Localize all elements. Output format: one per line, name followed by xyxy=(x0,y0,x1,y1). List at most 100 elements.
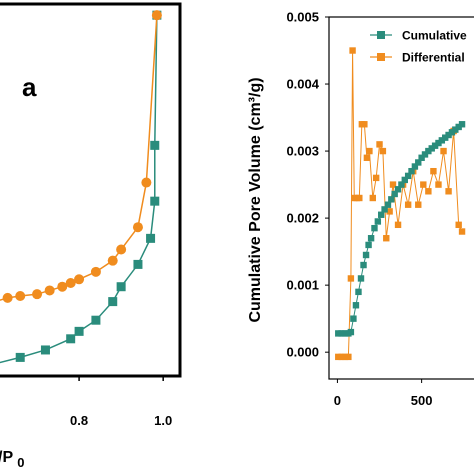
panel-b-cumulative-point xyxy=(384,201,392,208)
panel-b-differential-point xyxy=(372,174,380,182)
panel-a-series-2-point xyxy=(57,281,68,292)
panel-a-series-1-point xyxy=(40,345,50,355)
panel-b-cumulative-point xyxy=(442,134,449,141)
panel-b-x-ticks: 0 500 xyxy=(334,379,433,408)
panel-b-cumulative-point xyxy=(455,123,462,131)
panel-b-cumulative-point xyxy=(421,151,429,158)
panel-b-cumulative-point xyxy=(431,142,439,149)
panel-b-differential-point xyxy=(361,121,368,128)
panel-a-x-axis-title-subscript: 0 xyxy=(17,455,24,470)
panel-b-cumulative-point xyxy=(355,288,362,296)
panel-b-y-tick-label: 0.000 xyxy=(286,345,319,360)
panel-b-differential-point xyxy=(430,167,437,175)
panel-a-series xyxy=(0,10,162,364)
panel-b-y-axis-title: Cumulative Pore Volume (cm³/g) xyxy=(247,77,264,322)
panel-b-y-tick-label: 0.003 xyxy=(286,144,319,159)
panel-b-differential-point xyxy=(335,353,342,361)
panel-b-cumulative-point xyxy=(378,211,385,218)
panel-b-x-tick-label: 500 xyxy=(411,393,433,408)
panel-b-differential-point xyxy=(389,181,397,188)
panel-b-differential-point xyxy=(338,353,345,361)
panel-b-cumulative-point xyxy=(401,176,408,184)
panel-b-differential-point xyxy=(404,201,412,208)
panel-b-differential-point xyxy=(379,147,387,155)
panel-b-y-tick-label: 0.005 xyxy=(286,10,319,25)
panel-b-cumulative-point xyxy=(367,235,375,242)
legend-label-differential: Differential xyxy=(402,51,465,65)
panel-a-series-2-point xyxy=(107,255,118,266)
panel-a-series-1-point xyxy=(133,259,143,269)
legend-swatch-marker xyxy=(377,31,385,39)
legend-swatch-marker xyxy=(377,53,385,61)
panel-a-isotherm: 0.8 1.0 a /P 0 xyxy=(0,2,182,470)
panel-b-cumulative-point xyxy=(362,251,370,259)
panel-b-cumulative-point xyxy=(335,330,342,337)
panel-a-series-1-point xyxy=(91,315,101,325)
panel-b-cumulative-point xyxy=(394,186,402,193)
panel-b-pore-volume: 0.000 0.001 0.002 0.003 0.004 0.005 0 500 Cumu… xyxy=(247,10,474,408)
panel-a-series-1-point xyxy=(66,334,76,344)
panel-a-series-2-point xyxy=(15,291,26,302)
panel-b-y-tick-label: 0.002 xyxy=(286,211,319,226)
panel-b-cumulative-point xyxy=(391,190,398,198)
panel-b-cumulative-point xyxy=(381,206,388,213)
panel-b-differential-point xyxy=(363,154,371,161)
panel-b-differential-point xyxy=(455,221,462,229)
panel-b-differential-point xyxy=(394,221,402,229)
panel-b-y-ticks: 0.000 0.001 0.002 0.003 0.004 0.005 xyxy=(286,10,329,360)
panel-a-series-2-point xyxy=(132,222,143,233)
panel-a-series-2-point xyxy=(116,244,127,255)
panel-b-cumulative-line xyxy=(338,123,463,334)
panel-a-series-1-point xyxy=(116,282,126,292)
panel-b-cumulative-point xyxy=(347,328,355,336)
panel-b-x-tick-label: 0 xyxy=(334,393,341,408)
panel-b-differential-point xyxy=(345,353,352,361)
panel-a-x-axis-title-text: /P xyxy=(0,449,13,466)
panel-a-series-1-point xyxy=(15,352,25,362)
panel-b-differential-point xyxy=(369,194,376,202)
panel-b-cumulative-point xyxy=(445,131,452,139)
legend-label-cumulative: Cumulative xyxy=(402,29,467,43)
panel-b-differential-line xyxy=(338,50,463,358)
panel-b-cumulative-point xyxy=(365,241,372,249)
panel-b-cumulative-point xyxy=(418,154,425,161)
panel-b-cumulative-point xyxy=(411,163,419,170)
panel-b-cumulative-point xyxy=(338,330,345,337)
panel-a-series-2-point xyxy=(32,289,43,300)
panel-b-cumulative-point xyxy=(435,139,442,147)
panel-b-differential-point xyxy=(386,208,393,215)
panel-b-differential-point xyxy=(366,147,373,155)
panel-b-series xyxy=(335,47,466,361)
panel-b-differential-point xyxy=(347,275,355,282)
panel-b-cumulative-point xyxy=(438,137,446,144)
panel-b-cumulative-point xyxy=(371,224,378,232)
panel-b-cumulative-point xyxy=(404,172,412,180)
panel-b-y-tick-label: 0.001 xyxy=(286,278,319,293)
panel-b-cumulative-point xyxy=(428,145,435,152)
panel-a-series-2-point xyxy=(2,292,13,303)
panel-b-differential-point xyxy=(415,201,422,208)
panel-a-series-1-point xyxy=(74,326,84,336)
panel-a-x-tick-label: 0.8 xyxy=(70,413,88,428)
panel-b-differential-point xyxy=(420,181,427,188)
panel-a-series-2-point xyxy=(151,10,162,21)
panel-a-series-2-point xyxy=(74,274,85,285)
panel-b-cumulative-point xyxy=(458,121,466,128)
panel-a-series-1-point xyxy=(146,233,156,243)
panel-a-series-2-line xyxy=(0,15,158,301)
panel-b-legend: Cumulative Differential xyxy=(370,29,467,65)
panel-a-plot-frame xyxy=(0,2,182,378)
panel-b-plot-frame xyxy=(328,16,474,380)
panel-b-differential-point xyxy=(435,181,442,188)
panel-b-cumulative-point xyxy=(357,275,365,282)
panel-b-cumulative-point xyxy=(374,218,382,225)
panel-a-series-1-point xyxy=(150,140,160,150)
panel-b-differential-point xyxy=(383,235,390,242)
panel-a-x-tick-label: 1.0 xyxy=(154,413,172,428)
panel-b-differential-point xyxy=(376,141,383,148)
panel-b-differential-point xyxy=(458,228,466,235)
panel-b-differential-point xyxy=(425,188,432,195)
panel-b-differential-point xyxy=(445,188,452,195)
panel-b-cumulative-point xyxy=(452,126,459,133)
panel-b-cumulative-point xyxy=(388,196,395,203)
